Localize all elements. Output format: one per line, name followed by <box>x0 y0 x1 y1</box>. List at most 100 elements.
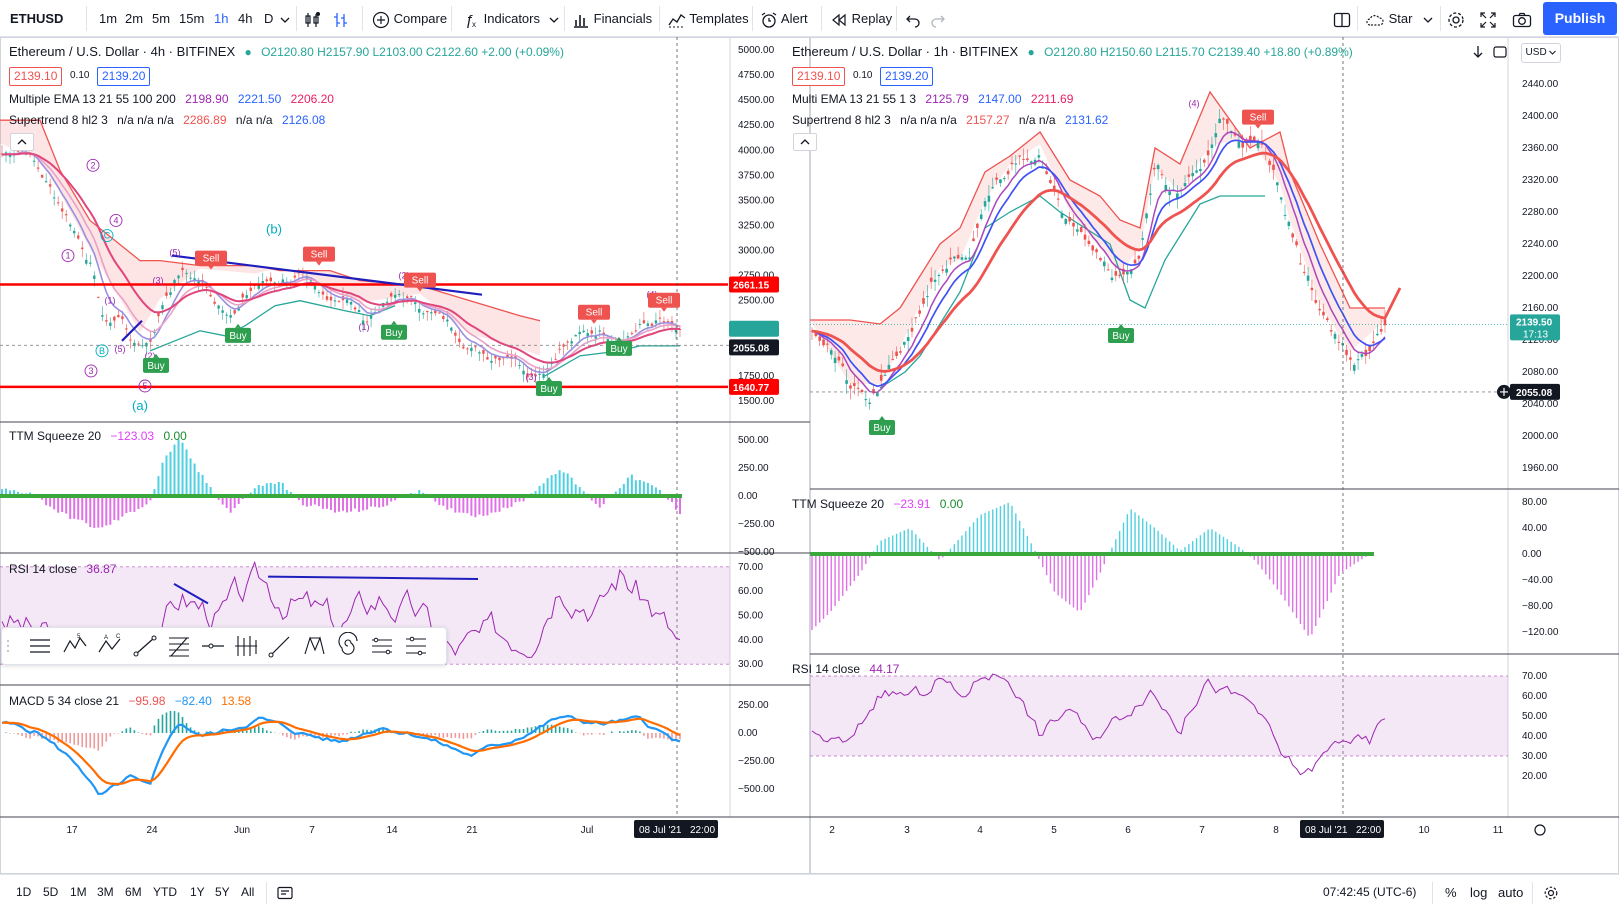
candle-body <box>85 259 88 264</box>
left-supertrend-legend[interactable]: Supertrend 8 hl2 3 n/a n/a n/a 2286.89 n… <box>9 113 331 127</box>
long-position-tool-icon[interactable] <box>232 632 260 660</box>
undo-button[interactable] <box>905 0 921 37</box>
range-1D[interactable]: 1D <box>16 885 32 899</box>
candle-body <box>1376 333 1379 336</box>
indicators-dropdown[interactable] <box>549 0 559 37</box>
buy-signal-bg <box>225 327 251 343</box>
redo-button[interactable] <box>930 0 946 37</box>
right-supertrend-legend[interactable]: Supertrend 8 hl2 3 n/a n/a n/a 2157.27 n… <box>792 113 1114 127</box>
range-3M[interactable]: 3M <box>97 885 114 899</box>
candle-body <box>1199 169 1202 172</box>
candle-body <box>153 332 156 334</box>
range-6M[interactable]: 6M <box>125 885 142 899</box>
layout-button[interactable] <box>1333 0 1351 37</box>
drag-handle-icon[interactable] <box>5 638 11 654</box>
candle-body <box>634 330 638 332</box>
range-1M[interactable]: 1M <box>70 885 87 899</box>
buy-price-box[interactable]: 2139.20 <box>880 67 934 86</box>
svg-text:C: C <box>116 634 121 640</box>
elliott-wave-tool-icon[interactable]: 5 <box>61 632 89 660</box>
horizontal-lines-tool-icon[interactable] <box>26 632 54 660</box>
candle-body <box>895 351 898 356</box>
right-ttm-legend[interactable]: TTM Squeeze 20 −23.91 0.00 <box>792 497 969 511</box>
fib-tool-icon[interactable] <box>165 632 193 660</box>
left-macd-legend[interactable]: MACD 5 34 close 21 −95.98 −82.40 13.58 <box>9 694 257 708</box>
candle-body <box>933 279 937 282</box>
candle-body <box>976 223 979 228</box>
publish-button[interactable]: Publish <box>1543 2 1617 35</box>
ema-val-2: 2221.50 <box>237 92 282 106</box>
range-5D[interactable]: 5D <box>43 885 59 899</box>
interval-2m[interactable]: 2m <box>125 11 144 26</box>
right-chart-pane[interactable]: 2440.002400.002360.002320.002280.002240.… <box>810 37 1619 874</box>
supertrend-na: n/a n/a n/a <box>117 113 174 127</box>
fullscreen-button[interactable] <box>1479 0 1497 37</box>
chart-settings-button[interactable] <box>1543 875 1559 910</box>
date-range-button[interactable] <box>276 875 294 910</box>
sell-price-box[interactable]: 2139.10 <box>792 67 846 86</box>
interval-4h[interactable]: 4h <box>238 11 253 26</box>
log-scale-toggle[interactable]: log <box>1470 885 1488 900</box>
ray-tool-icon[interactable] <box>266 632 294 660</box>
sell-price-box[interactable]: 2139.10 <box>9 67 63 86</box>
settings-button[interactable] <box>1446 0 1466 37</box>
left-ttm-legend[interactable]: TTM Squeeze 20 −123.03 0.00 <box>9 429 193 443</box>
currency-label: USD <box>1525 47 1547 58</box>
symbol-search[interactable]: ETHUSD <box>10 11 64 26</box>
currency-select[interactable]: USD <box>1521 43 1561 63</box>
snapshot-button[interactable] <box>1512 0 1532 37</box>
candle-body <box>1272 164 1275 170</box>
star-button[interactable]: Star <box>1365 0 1412 37</box>
bottom-toolbar: 1D 5D 1M 3M 6M YTD 1Y 5Y All 07:42:45 (U… <box>0 874 1619 910</box>
collapse-legend-button[interactable] <box>793 133 817 151</box>
right-price-tick: 2200.00 <box>1522 271 1559 282</box>
star-dropdown[interactable] <box>1423 0 1433 37</box>
interval-1m[interactable]: 1m <box>99 11 118 26</box>
divider <box>896 6 897 31</box>
financials-button[interactable]: Financials <box>572 0 652 37</box>
left-chart-pane[interactable]: 5000.004750.004500.004250.004000.003750.… <box>0 37 810 874</box>
trendline-tool-icon[interactable] <box>131 632 159 660</box>
regression-tool-icon[interactable] <box>402 632 430 660</box>
interval-5m[interactable]: 5m <box>152 11 171 26</box>
horizontal-ray-tool-icon[interactable] <box>199 632 227 660</box>
range-5Y[interactable]: 5Y <box>215 885 230 899</box>
alert-button[interactable]: Alert <box>760 0 808 37</box>
replay-button[interactable]: Replay <box>830 0 892 37</box>
spiral-tool-icon[interactable] <box>334 632 362 660</box>
maximize-pane-button[interactable] <box>1491 43 1509 61</box>
candle-body <box>570 341 573 344</box>
gear-icon[interactable] <box>1534 824 1546 836</box>
templates-button[interactable]: Templates <box>668 0 749 37</box>
bars-style-button[interactable] <box>304 0 322 37</box>
interval-D[interactable]: D <box>264 11 274 26</box>
range-YTD[interactable]: YTD <box>153 885 177 899</box>
crosshair-price-label: 2055.08 <box>733 343 770 354</box>
camera-icon <box>1512 12 1532 27</box>
right-rsi-legend[interactable]: RSI 14 close 44.17 <box>792 662 905 676</box>
left-ema-legend[interactable]: Multiple EMA 13 21 55 100 200 2198.90 22… <box>9 92 340 106</box>
interval-15m[interactable]: 15m <box>179 11 205 26</box>
scroll-to-realtime-button[interactable] <box>1469 43 1487 61</box>
auto-scale-toggle[interactable]: auto <box>1498 885 1524 900</box>
pattern-tool-icon[interactable] <box>300 632 328 660</box>
collapse-legend-button[interactable] <box>10 133 34 151</box>
interval-1h[interactable]: 1h <box>214 11 229 26</box>
chart-type-button[interactable] <box>332 0 350 37</box>
range-1Y[interactable]: 1Y <box>190 885 205 899</box>
parallel-channel-tool-icon[interactable] <box>368 632 396 660</box>
clock[interactable]: 07:42:45 (UTC-6) <box>1323 885 1417 899</box>
interval-dropdown[interactable] <box>280 0 290 37</box>
range-All[interactable]: All <box>241 885 255 899</box>
buy-price-box[interactable]: 2139.20 <box>97 67 151 86</box>
left-rsi-legend[interactable]: RSI 14 close 36.87 <box>9 562 122 576</box>
left-price-tick: 4250.00 <box>738 120 775 131</box>
percent-scale-toggle[interactable]: % <box>1445 885 1457 900</box>
compare-button[interactable]: Compare <box>372 0 447 37</box>
sell-signal-arrow <box>591 319 597 324</box>
right-ema-legend[interactable]: Multi EMA 13 21 55 1 3 2125.79 2147.00 2… <box>792 92 1079 106</box>
buy-signal-bg <box>536 380 562 396</box>
rsi-val: 44.17 <box>869 662 900 676</box>
